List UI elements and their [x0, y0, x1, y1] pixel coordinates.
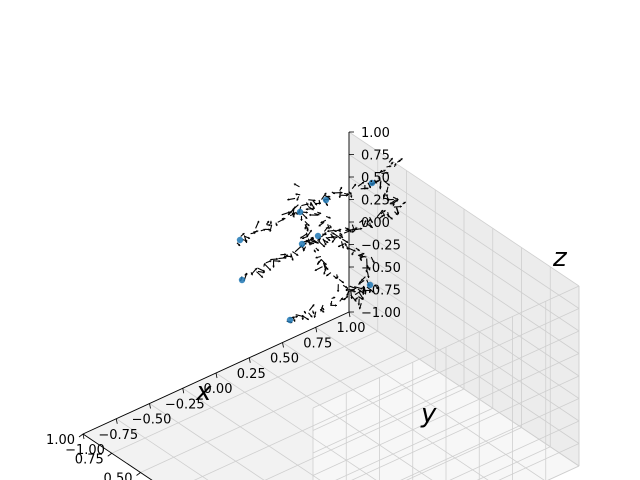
- joint-marker: [323, 197, 329, 203]
- vector-arrowhead: [295, 193, 297, 196]
- vector-arrowhead: [339, 196, 342, 198]
- vector-arrowhead: [279, 260, 281, 263]
- z-axis-label: z: [552, 243, 568, 273]
- vector-arrowhead: [284, 253, 286, 256]
- vector-arrowhead: [284, 217, 286, 220]
- vector-arrowhead: [270, 222, 273, 224]
- z-tick-label: −0.50: [361, 261, 401, 276]
- vector-arrowhead: [341, 191, 343, 194]
- y-tick-label: −0.50: [132, 413, 172, 428]
- vector-arrowhead: [335, 304, 337, 307]
- z-tick-label: 0.00: [361, 216, 390, 231]
- x-tick-label: 0.50: [104, 472, 133, 480]
- joint-marker: [297, 209, 303, 215]
- vector-arrowhead: [337, 290, 340, 292]
- z-tick-label: 0.50: [361, 171, 390, 186]
- vector-arrowhead: [328, 195, 330, 198]
- y-tick-label: 0.25: [237, 367, 266, 382]
- x-tick: [108, 453, 112, 456]
- vector-arrowhead: [272, 266, 275, 268]
- x-tick: [79, 434, 83, 437]
- vector-arrowhead: [327, 230, 329, 233]
- z-tick-label: −0.25: [361, 239, 401, 254]
- x-tick-label: 0.75: [75, 452, 104, 467]
- joint-marker: [315, 233, 321, 239]
- axes-panes: [83, 132, 579, 480]
- vector-arrowhead: [306, 211, 308, 214]
- vector-arrowhead: [309, 214, 311, 217]
- x-axis-label: x: [195, 377, 212, 407]
- x-tick-label: 1.00: [46, 433, 75, 448]
- y-tick-label: 0.75: [303, 336, 332, 351]
- z-tick-label: 1.00: [361, 126, 390, 141]
- y-tick-label: 0.50: [270, 352, 299, 367]
- y-axis-label: y: [420, 399, 437, 429]
- y-tick-label: −0.75: [98, 428, 138, 443]
- joint-marker: [299, 241, 305, 247]
- vector-arrowhead: [300, 219, 303, 221]
- z-tick-label: −1.00: [361, 306, 401, 321]
- vector-arrowhead: [276, 258, 278, 261]
- y-tick-label: 1.00: [337, 321, 366, 336]
- joint-marker: [239, 277, 245, 283]
- joint-marker: [287, 317, 293, 323]
- z-tick-label: 0.75: [361, 149, 390, 164]
- joint-marker: [237, 237, 243, 243]
- x-tick: [137, 473, 141, 476]
- vector-arrowhead: [306, 208, 308, 211]
- vector-arrowhead: [296, 316, 298, 319]
- vector-arrowhead: [302, 318, 305, 320]
- z-tick-label: −0.75: [361, 284, 401, 299]
- z-tick-label: 0.25: [361, 194, 390, 209]
